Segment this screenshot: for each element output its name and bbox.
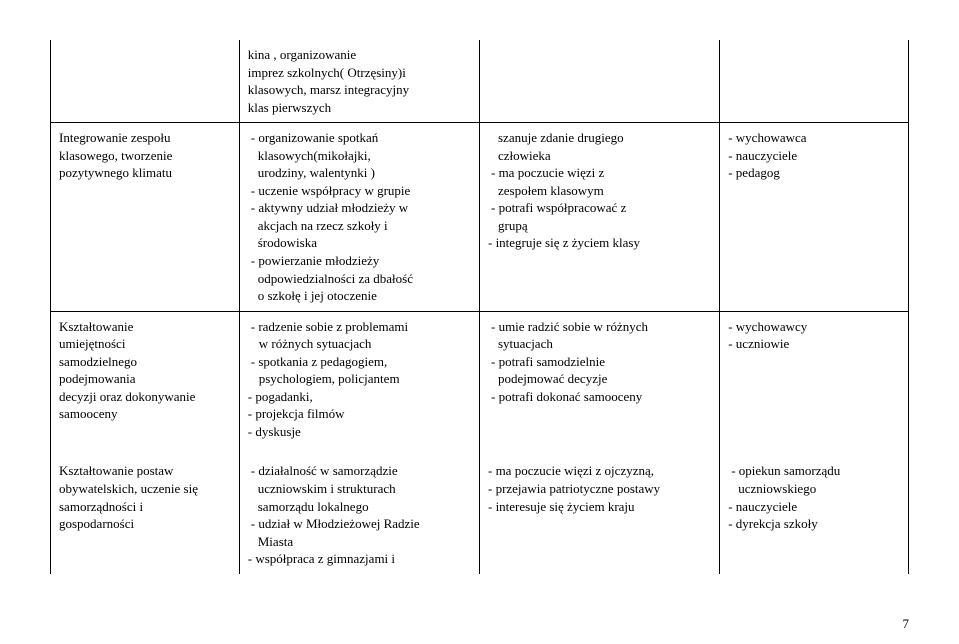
text-line: klasowych(mikołajki, (248, 147, 471, 165)
text-line: - dyrekcja szkoły (728, 515, 900, 533)
content-table: kina , organizowanie imprez szkolnych( O… (50, 40, 909, 574)
text-line: grupą (488, 217, 711, 235)
text-line: samodzielnego (59, 353, 231, 371)
cell: - radzenie sobie z problemami w różnych … (239, 311, 479, 446)
text-line: - uczenie współpracy w grupie (248, 182, 471, 200)
text-line: - nauczyciele (728, 147, 900, 165)
text-line: - ma poczucie więzi z (488, 164, 711, 182)
text-line: - powierzanie młodzieży (248, 252, 471, 270)
cell: - opiekun samorządu uczniowskiego - nauc… (720, 446, 909, 573)
text-line: samorządu lokalnego (248, 498, 471, 516)
cell: kina , organizowanie imprez szkolnych( O… (239, 40, 479, 123)
cell: - ma poczucie więzi z ojczyzną, - przeja… (479, 446, 719, 573)
text-line: - organizowanie spotkań (248, 129, 471, 147)
text-line: Miasta (248, 533, 471, 551)
cell: szanuje zdanie drugiego człowieka - ma p… (479, 123, 719, 311)
cell: - wychowawca - nauczyciele - pedagog (720, 123, 909, 311)
text-line: - wychowawca (728, 129, 900, 147)
text-line: klasowego, tworzenie (59, 147, 231, 165)
text-line: akcjach na rzecz szkoły i (248, 217, 471, 235)
text-line: - potrafi dokonać samooceny (488, 388, 711, 406)
page-number: 7 (903, 616, 910, 632)
text-line: pozytywnego klimatu (59, 164, 231, 182)
text-line: samooceny (59, 405, 231, 423)
text-line: uczniowskim i strukturach (248, 480, 471, 498)
table-row: Kształtowanie umiejętności samodzielnego… (51, 311, 909, 446)
text-line: imprez szkolnych( Otrzęsiny)i (248, 64, 471, 82)
text-line: Integrowanie zespołu (59, 129, 231, 147)
text-line: psychologiem, policjantem (248, 370, 471, 388)
text-line: środowiska (248, 234, 471, 252)
text-line: - współpraca z gimnazjami i (248, 550, 471, 568)
text-line: - pogadanki, (248, 388, 471, 406)
text-line: Kształtowanie (59, 318, 231, 336)
text-line: - potrafi współpracować z (488, 199, 711, 217)
cell: - organizowanie spotkań klasowych(mikoła… (239, 123, 479, 311)
table-row: kina , organizowanie imprez szkolnych( O… (51, 40, 909, 123)
text-line: decyzji oraz dokonywanie (59, 388, 231, 406)
text-line: - przejawia patriotyczne postawy (488, 480, 711, 498)
text-line: gospodarności (59, 515, 231, 533)
text-line: kina , organizowanie (248, 46, 471, 64)
text-line: odpowiedzialności za dbałość (248, 270, 471, 288)
text-line: - pedagog (728, 164, 900, 182)
text-line: podejmowania (59, 370, 231, 388)
cell: Kształtowanie umiejętności samodzielnego… (51, 311, 240, 446)
text-line: człowieka (488, 147, 711, 165)
table-row: Kształtowanie postaw obywatelskich, ucze… (51, 446, 909, 573)
text-line: - aktywny udział młodzieży w (248, 199, 471, 217)
text-line: klasowych, marsz integracyjny (248, 81, 471, 99)
text-line: - spotkania z pedagogiem, (248, 353, 471, 371)
cell (51, 40, 240, 123)
text-line: podejmować decyzje (488, 370, 711, 388)
cell: - umie radzić sobie w różnych sytuacjach… (479, 311, 719, 446)
text-line: zespołem klasowym (488, 182, 711, 200)
table-row: Integrowanie zespołu klasowego, tworzeni… (51, 123, 909, 311)
cell: - wychowawcy - uczniowie (720, 311, 909, 446)
cell: Kształtowanie postaw obywatelskich, ucze… (51, 446, 240, 573)
text-line: - udział w Młodzieżowej Radzie (248, 515, 471, 533)
text-line: - projekcja filmów (248, 405, 471, 423)
text-line: - interesuje się życiem kraju (488, 498, 711, 516)
text-line: - działalność w samorządzie (248, 462, 471, 480)
text-line: - radzenie sobie z problemami (248, 318, 471, 336)
text-line: - dyskusje (248, 423, 471, 441)
text-line: o szkołę i jej otoczenie (248, 287, 471, 305)
cell: - działalność w samorządzie uczniowskim … (239, 446, 479, 573)
text-line: uczniowskiego (728, 480, 900, 498)
text-line: Kształtowanie postaw (59, 462, 231, 480)
text-line: umiejętności (59, 335, 231, 353)
text-line: sytuacjach (488, 335, 711, 353)
text-line: - ma poczucie więzi z ojczyzną, (488, 462, 711, 480)
text-line: - integruje się z życiem klasy (488, 234, 711, 252)
text-line: klas pierwszych (248, 99, 471, 117)
cell (720, 40, 909, 123)
cell (479, 40, 719, 123)
text-line: - uczniowie (728, 335, 900, 353)
text-line: - umie radzić sobie w różnych (488, 318, 711, 336)
text-line: - opiekun samorządu (728, 462, 900, 480)
text-line: samorządności i (59, 498, 231, 516)
text-line: urodziny, walentynki ) (248, 164, 471, 182)
text-line: obywatelskich, uczenie się (59, 480, 231, 498)
cell: Integrowanie zespołu klasowego, tworzeni… (51, 123, 240, 311)
text-line: - potrafi samodzielnie (488, 353, 711, 371)
text-line: - nauczyciele (728, 498, 900, 516)
text-line: w różnych sytuacjach (248, 335, 471, 353)
text-line: - wychowawcy (728, 318, 900, 336)
text-line: szanuje zdanie drugiego (488, 129, 711, 147)
